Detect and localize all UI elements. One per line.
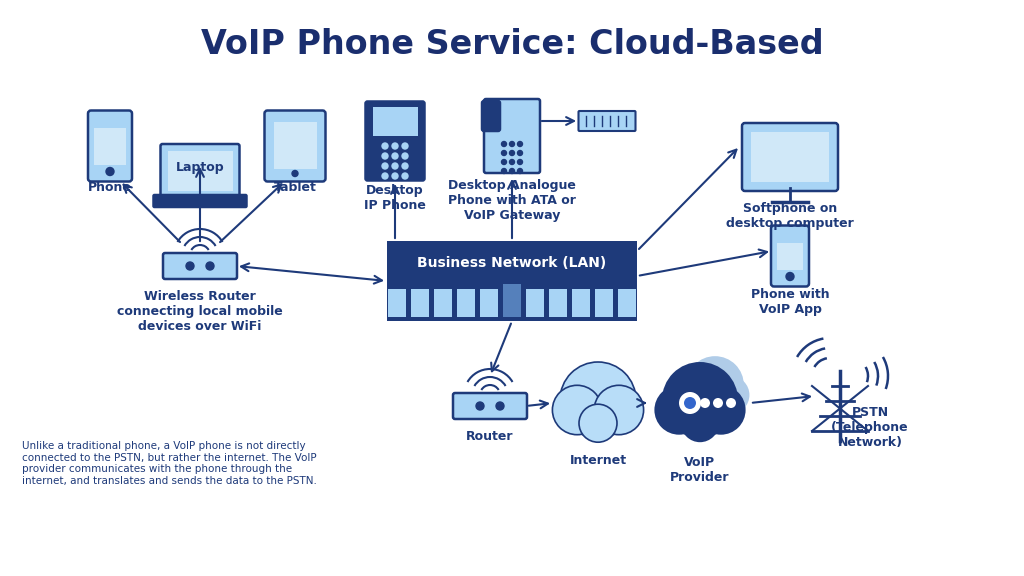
Text: Unlike a traditional phone, a VoIP phone is not directly
connected to the PSTN, : Unlike a traditional phone, a VoIP phone… [22, 441, 316, 486]
FancyBboxPatch shape [163, 253, 237, 279]
Circle shape [700, 398, 710, 408]
FancyBboxPatch shape [549, 289, 567, 317]
Text: Laptop: Laptop [176, 161, 224, 174]
Circle shape [654, 385, 703, 435]
Circle shape [382, 153, 388, 159]
Text: Softphone on
desktop computer: Softphone on desktop computer [726, 202, 854, 230]
FancyBboxPatch shape [273, 122, 316, 169]
FancyBboxPatch shape [771, 225, 809, 286]
Text: Tablet: Tablet [273, 181, 316, 194]
FancyBboxPatch shape [595, 289, 613, 317]
FancyBboxPatch shape [457, 289, 475, 317]
Circle shape [402, 163, 408, 169]
Circle shape [510, 160, 514, 165]
FancyBboxPatch shape [526, 289, 544, 317]
Circle shape [701, 390, 729, 418]
FancyBboxPatch shape [579, 111, 636, 131]
FancyBboxPatch shape [154, 195, 247, 207]
Circle shape [679, 392, 701, 414]
Circle shape [292, 170, 298, 176]
Circle shape [726, 398, 736, 408]
Circle shape [510, 169, 514, 173]
FancyBboxPatch shape [484, 99, 540, 173]
Circle shape [502, 150, 507, 156]
FancyBboxPatch shape [264, 111, 326, 181]
Text: Internet: Internet [569, 454, 627, 467]
Circle shape [713, 377, 749, 413]
Circle shape [681, 404, 719, 442]
Circle shape [786, 272, 794, 281]
FancyBboxPatch shape [387, 241, 637, 321]
Text: VoIP
Provider: VoIP Provider [671, 456, 730, 484]
Circle shape [510, 150, 514, 156]
FancyBboxPatch shape [88, 111, 132, 181]
FancyBboxPatch shape [388, 289, 406, 317]
Circle shape [106, 168, 114, 176]
Circle shape [517, 169, 522, 173]
Text: Desktop Analogue
Phone with ATA or
VoIP Gateway: Desktop Analogue Phone with ATA or VoIP … [449, 179, 575, 222]
Circle shape [402, 153, 408, 159]
Circle shape [517, 150, 522, 156]
FancyBboxPatch shape [411, 289, 429, 317]
Circle shape [517, 142, 522, 146]
Text: Router: Router [466, 430, 514, 443]
FancyBboxPatch shape [168, 151, 232, 191]
Text: PSTN
(Telephone
Network): PSTN (Telephone Network) [831, 406, 909, 449]
Circle shape [206, 262, 214, 270]
FancyBboxPatch shape [480, 289, 498, 317]
FancyBboxPatch shape [434, 289, 452, 317]
Circle shape [662, 362, 738, 438]
Circle shape [517, 160, 522, 165]
Circle shape [713, 398, 723, 408]
Circle shape [382, 143, 388, 149]
Circle shape [402, 173, 408, 179]
Circle shape [696, 385, 745, 435]
Circle shape [476, 402, 484, 410]
Circle shape [382, 163, 388, 169]
Text: Desktop
IP Phone: Desktop IP Phone [365, 184, 426, 212]
Circle shape [594, 385, 644, 435]
Circle shape [392, 153, 398, 159]
FancyBboxPatch shape [373, 107, 418, 136]
Circle shape [186, 262, 194, 270]
FancyBboxPatch shape [751, 132, 829, 182]
FancyBboxPatch shape [742, 123, 838, 191]
Text: Phone: Phone [88, 181, 132, 194]
Circle shape [392, 143, 398, 149]
Circle shape [560, 362, 636, 438]
FancyBboxPatch shape [572, 289, 590, 317]
FancyBboxPatch shape [503, 289, 521, 317]
Circle shape [552, 385, 602, 435]
Circle shape [681, 377, 718, 413]
Circle shape [579, 404, 617, 442]
Text: Business Network (LAN): Business Network (LAN) [418, 256, 606, 270]
FancyBboxPatch shape [618, 289, 636, 317]
Text: Phone with
VoIP App: Phone with VoIP App [751, 288, 829, 316]
Circle shape [392, 163, 398, 169]
FancyBboxPatch shape [503, 284, 521, 317]
Circle shape [496, 402, 504, 410]
Circle shape [392, 173, 398, 179]
Text: Wireless Router
connecting local mobile
devices over WiFi: Wireless Router connecting local mobile … [117, 290, 283, 333]
Circle shape [510, 142, 514, 146]
Circle shape [402, 143, 408, 149]
Circle shape [382, 173, 388, 179]
FancyBboxPatch shape [94, 127, 126, 165]
FancyBboxPatch shape [777, 242, 803, 270]
Circle shape [502, 169, 507, 173]
FancyBboxPatch shape [482, 101, 500, 131]
FancyBboxPatch shape [453, 393, 527, 419]
Circle shape [684, 397, 696, 409]
Circle shape [687, 357, 743, 413]
Circle shape [502, 142, 507, 146]
FancyBboxPatch shape [366, 101, 425, 180]
FancyBboxPatch shape [161, 144, 240, 198]
Circle shape [502, 160, 507, 165]
Text: VoIP Phone Service: Cloud-Based: VoIP Phone Service: Cloud-Based [201, 28, 823, 61]
